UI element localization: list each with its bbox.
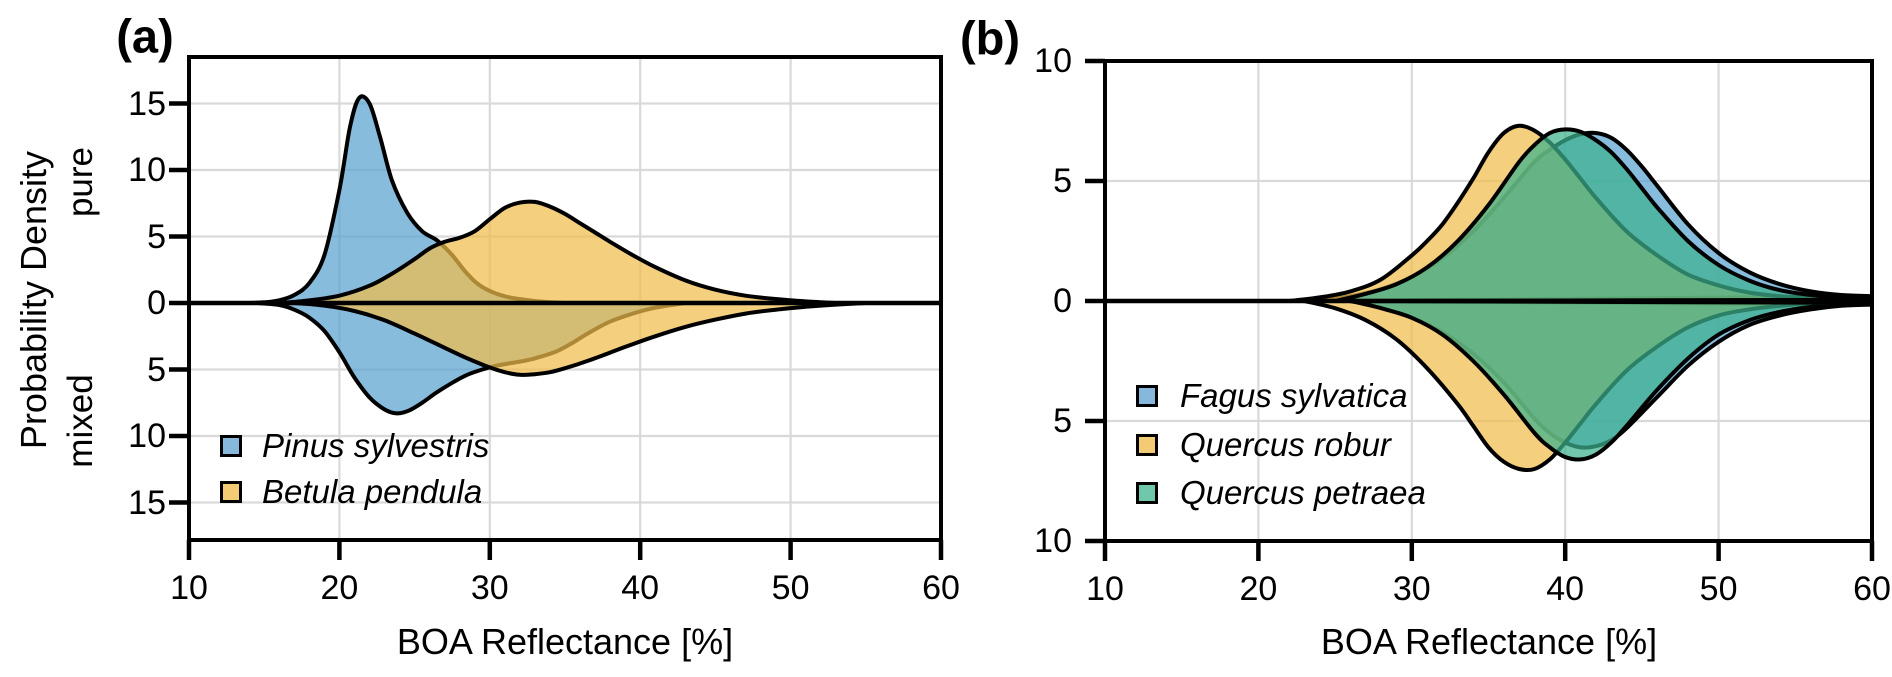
y-tick-label-a: 0 <box>147 284 166 322</box>
x-tick-label-b: 10 <box>1086 570 1124 608</box>
x-tick-label-a: 10 <box>170 569 208 607</box>
legend-swatch-pinus-sylvestris <box>220 435 242 457</box>
x-tick-label-a: 20 <box>320 569 359 607</box>
y-tick-label-b: 10 <box>1034 522 1072 560</box>
legend-label-betula-pendula: Betula pendula <box>262 473 483 510</box>
x-tick-label-b: 20 <box>1239 570 1278 608</box>
legend-swatch-fagus-sylvatica <box>1136 385 1158 407</box>
x-tick-label-b: 50 <box>1699 570 1738 608</box>
legend-swatch-quercus-robur <box>1136 434 1158 456</box>
panel-b-label: (b) <box>959 11 1021 65</box>
panel-a-label: (a) <box>116 9 174 63</box>
density-mixed-betula-pendula <box>292 301 868 377</box>
y-axis-title: Probability Density <box>13 150 54 450</box>
y-tick-label-a: 5 <box>147 350 166 389</box>
legend-label-quercus-robur: Quercus robur <box>1180 426 1391 463</box>
y-tick-label-b: 0 <box>1053 282 1072 320</box>
x-tick-label-a: 30 <box>470 569 509 607</box>
density-mixed-quercus-petraea <box>1348 299 1872 462</box>
y-tick-label-b: 5 <box>1053 402 1072 440</box>
y-tick-label-a: 5 <box>147 217 166 256</box>
legend-label-quercus-petraea: Quercus petraea <box>1180 474 1426 511</box>
y-tick-label-b: 5 <box>1053 162 1072 200</box>
legend-swatch-betula-pendula <box>220 481 242 503</box>
x-tick-label-b: 40 <box>1546 570 1585 608</box>
y-tick-label-a: 10 <box>128 151 166 189</box>
legend-swatch-quercus-petraea <box>1136 482 1158 504</box>
density-pure-quercus-petraea <box>1333 127 1872 303</box>
density-plot-svg-b <box>1085 58 1875 561</box>
plot-frame <box>187 55 943 542</box>
y-tick-label-a: 10 <box>128 417 166 455</box>
density-pure-betula-pendula <box>277 199 838 305</box>
x-tick-label-b: 30 <box>1392 570 1431 608</box>
panel-a-plot-area <box>169 55 944 560</box>
density-shapes <box>247 94 868 416</box>
x-axis-title-a: BOA Reflectance [%] <box>396 621 734 662</box>
y-tick-label-b: 10 <box>1034 42 1072 80</box>
y-tick-label-a: 15 <box>128 483 166 522</box>
panel-b-plot-area <box>1085 58 1875 561</box>
x-tick-label-a: 50 <box>771 569 810 607</box>
x-axis-title-b: BOA Reflectance [%] <box>1320 621 1658 662</box>
y-tick-label-a: 15 <box>128 84 166 123</box>
legend-label-fagus-sylvatica: Fagus sylvatica <box>1180 377 1408 414</box>
density-shapes <box>1287 123 1872 473</box>
density-plot-svg-a <box>169 55 944 560</box>
legend-label-pinus-sylvestris: Pinus sylvestris <box>262 427 490 464</box>
x-tick-label-a: 60 <box>922 569 960 607</box>
x-tick-label-b: 60 <box>1853 570 1891 608</box>
x-tick-label-a: 40 <box>621 569 660 607</box>
